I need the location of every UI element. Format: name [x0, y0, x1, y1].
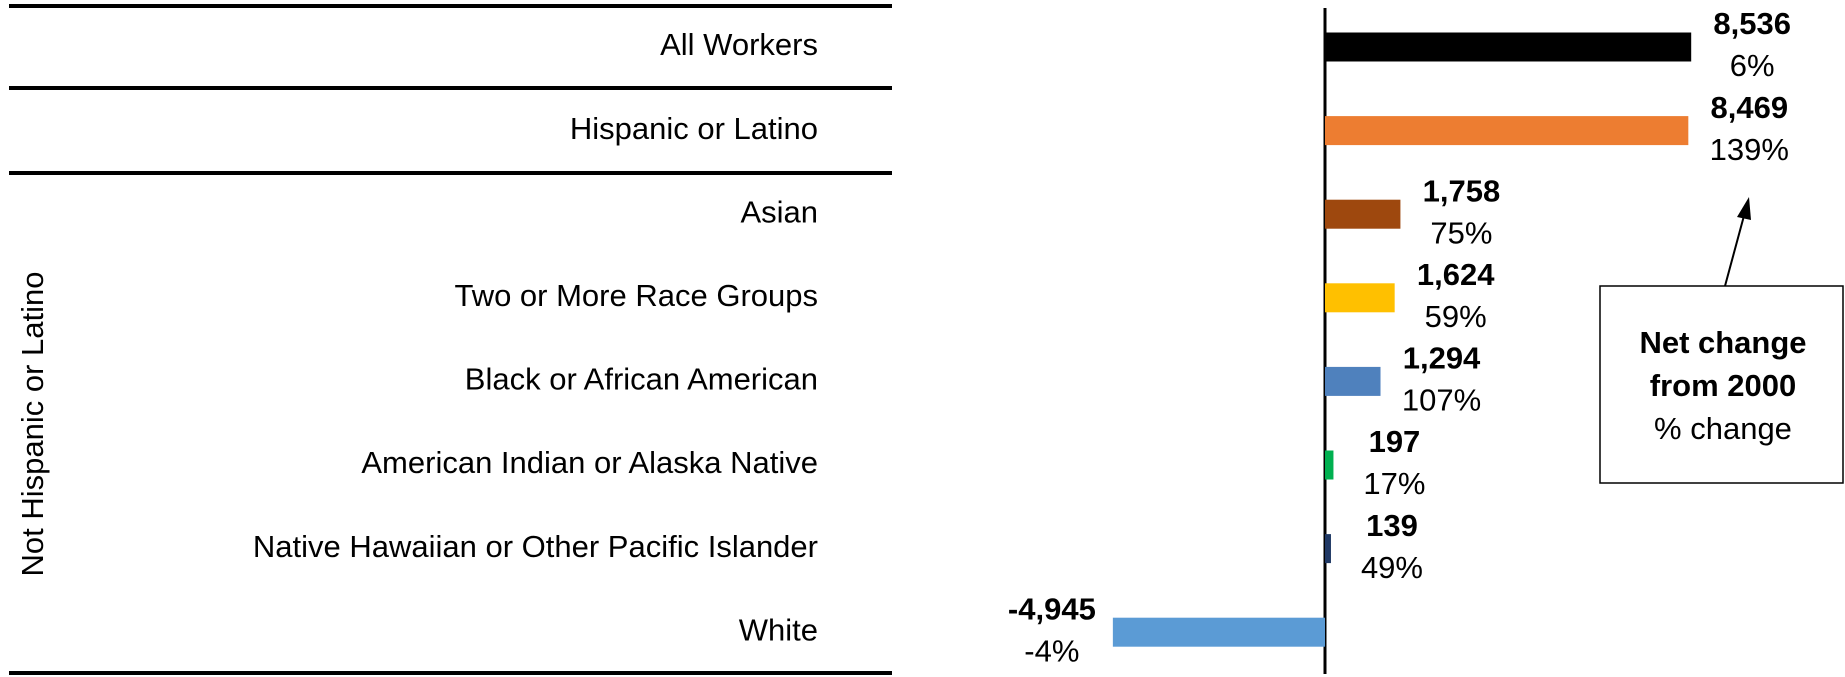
bar — [1112, 617, 1325, 647]
category-label: Black or African American — [465, 362, 818, 397]
annotation-box — [1599, 285, 1844, 484]
value-label: 8,469 — [1711, 90, 1789, 125]
value-label: 1,294 — [1403, 341, 1481, 376]
annotation-title: from 2000 — [1650, 368, 1796, 403]
category-label: Hispanic or Latino — [570, 111, 818, 146]
arrow-head — [1737, 197, 1751, 220]
annotation-title: Net change — [1639, 325, 1806, 360]
bar — [1325, 199, 1401, 229]
pct-label: 17% — [1363, 466, 1425, 501]
pct-label: 59% — [1425, 299, 1487, 334]
category-label: Asian — [740, 194, 818, 229]
category-label: All Workers — [660, 27, 818, 62]
category-label: White — [739, 612, 818, 647]
value-label: 139 — [1366, 508, 1418, 543]
bar — [1325, 32, 1692, 62]
bar — [1325, 450, 1334, 480]
value-label: -4,945 — [1008, 591, 1096, 626]
pct-label: -4% — [1024, 633, 1079, 668]
value-label: 1,624 — [1417, 257, 1495, 292]
group-label: Not Hispanic or Latino — [15, 272, 50, 577]
category-label: Native Hawaiian or Other Pacific Islande… — [253, 529, 818, 564]
bar — [1325, 116, 1689, 146]
annotation-arrow — [1724, 211, 1746, 287]
category-label: Two or More Race Groups — [454, 278, 818, 313]
value-label: 8,536 — [1713, 6, 1791, 41]
value-label: 197 — [1369, 424, 1421, 459]
value-label: 1,758 — [1423, 173, 1501, 208]
pct-label: 107% — [1402, 383, 1481, 418]
pct-label: 139% — [1710, 132, 1789, 167]
pct-label: 49% — [1361, 550, 1423, 585]
pct-label: 75% — [1430, 215, 1492, 250]
bar — [1325, 366, 1381, 396]
category-label: American Indian or Alaska Native — [361, 445, 818, 480]
pct-label: 6% — [1730, 48, 1775, 83]
bar — [1325, 283, 1395, 313]
bar — [1325, 534, 1331, 564]
annotation-subtitle: % change — [1654, 411, 1792, 446]
